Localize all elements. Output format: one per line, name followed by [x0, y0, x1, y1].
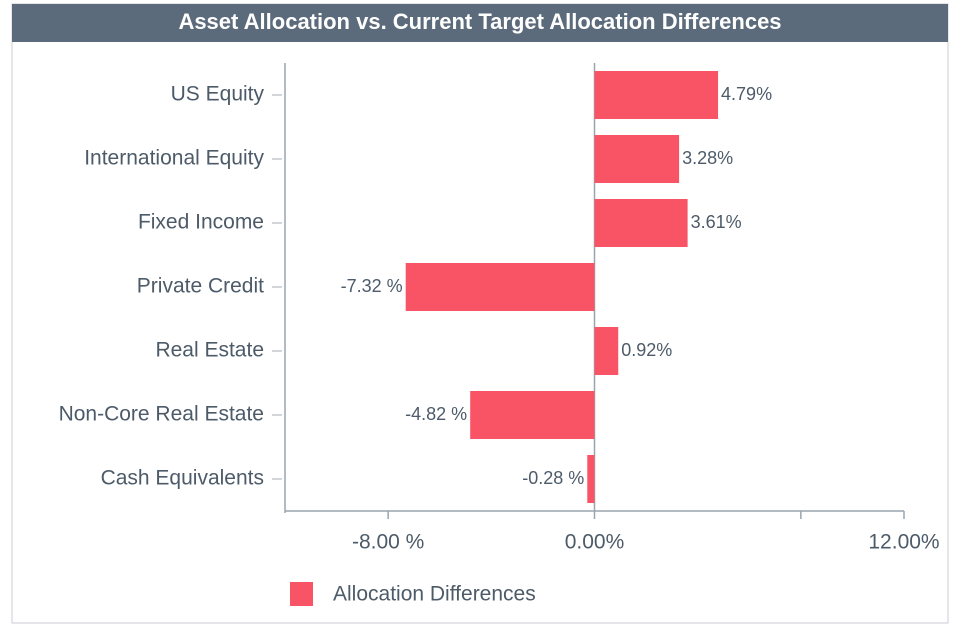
y-tick-label: US Equity	[171, 83, 265, 106]
y-tick-label: International Equity	[84, 147, 264, 170]
bar	[594, 199, 688, 247]
y-tick-label: Non-Core Real Estate	[59, 403, 264, 426]
value-label: 0.92%	[621, 340, 672, 360]
x-tick-label: 12.00%	[868, 531, 939, 554]
y-tick-label: Private Credit	[137, 275, 264, 298]
legend-swatch	[290, 582, 313, 606]
chart-title: Asset Allocation vs. Current Target Allo…	[178, 9, 781, 34]
value-label: 3.28%	[682, 148, 733, 168]
bar	[594, 327, 619, 375]
bar	[587, 455, 595, 503]
value-label: -0.28 %	[522, 468, 584, 488]
bar	[594, 135, 680, 183]
legend-label: Allocation Differences	[333, 583, 536, 606]
value-label: 3.61%	[691, 212, 742, 232]
x-tick-label: -8.00 %	[352, 531, 424, 554]
y-tick-label: Cash Equivalents	[101, 467, 264, 490]
y-tick-label: Fixed Income	[138, 211, 264, 234]
value-label: -7.32 %	[341, 276, 403, 296]
value-label: -4.82 %	[405, 404, 467, 424]
title-bar	[12, 4, 948, 42]
value-label: 4.79%	[721, 84, 772, 104]
x-tick-label: 0.00%	[565, 531, 625, 554]
bar	[405, 263, 595, 311]
bar	[594, 71, 719, 119]
chart-frame	[11, 3, 949, 624]
y-tick-label: Real Estate	[155, 339, 264, 362]
bar	[470, 391, 595, 439]
